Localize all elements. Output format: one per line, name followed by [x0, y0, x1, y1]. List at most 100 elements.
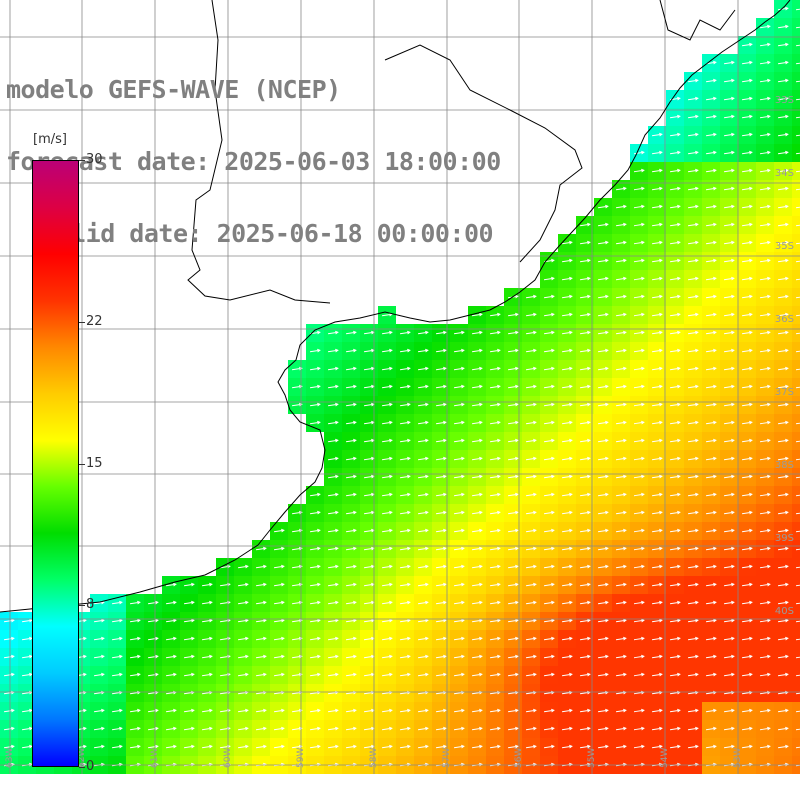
wind-arrow: [705, 618, 717, 623]
wind-arrow: [633, 654, 645, 659]
wind-arrow: [597, 726, 609, 731]
wind-arrow: [147, 654, 159, 659]
wind-arrow: [147, 672, 159, 677]
wind-arrow: [741, 330, 753, 335]
wind-arrow: [561, 294, 573, 299]
wind-arrow: [165, 618, 177, 623]
wind-arrow: [723, 528, 735, 533]
wind-arrow: [147, 600, 159, 605]
wind-arrow: [669, 618, 681, 623]
wind-arrow: [453, 366, 465, 371]
wind-cell: [792, 252, 800, 270]
wind-arrow: [777, 312, 789, 317]
wind-arrow: [777, 546, 789, 551]
wind-arrow: [399, 456, 411, 461]
wind-arrow: [795, 656, 800, 659]
wind-arrow: [651, 636, 663, 641]
wind-arrow: [687, 708, 699, 713]
wind-arrow: [615, 636, 627, 641]
wind-arrow: [543, 528, 555, 533]
wind-arrow: [795, 602, 800, 605]
wind-arrow: [669, 492, 681, 497]
wind-arrow: [795, 674, 800, 677]
wind-arrow: [759, 96, 771, 101]
wind-arrow: [309, 636, 321, 641]
wind-arrow: [129, 708, 141, 713]
wind-cell: [792, 270, 800, 288]
wind-arrow: [651, 438, 663, 443]
wind-arrow: [165, 600, 177, 605]
wind-arrow: [687, 78, 699, 83]
wind-cell: [792, 324, 800, 342]
wind-arrow: [597, 492, 609, 497]
wind-arrow: [291, 546, 303, 551]
wind-arrow: [291, 726, 303, 731]
wind-arrow: [795, 620, 800, 623]
wind-arrow: [615, 510, 627, 515]
wind-arrow: [651, 420, 663, 425]
wind-arrow: [327, 600, 339, 605]
wind-arrow: [759, 672, 771, 677]
wind-arrow: [795, 8, 800, 11]
wind-arrow: [93, 708, 105, 713]
wind-arrow: [237, 744, 249, 749]
wind-cell: [792, 216, 800, 234]
wind-arrow: [651, 600, 663, 605]
wind-arrow: [489, 528, 501, 533]
wind-arrow: [597, 222, 609, 227]
wind-arrow: [579, 564, 591, 569]
wind-arrow: [489, 582, 501, 587]
wind-arrow: [3, 744, 15, 749]
wind-arrow: [309, 402, 321, 407]
wind-arrow: [129, 672, 141, 677]
wind-arrow: [705, 168, 717, 173]
wind-cell: [792, 666, 800, 684]
wind-arrow: [633, 744, 645, 749]
wind-cell: [792, 234, 800, 252]
wind-arrow: [237, 618, 249, 623]
wind-arrow: [417, 528, 429, 533]
wind-arrow: [615, 420, 627, 425]
wind-arrow: [705, 114, 717, 119]
wind-arrow: [723, 60, 735, 65]
wind-arrow: [525, 654, 537, 659]
wind-arrow: [633, 708, 645, 713]
wind-arrow: [399, 708, 411, 713]
wind-arrow: [615, 402, 627, 407]
wind-arrow: [381, 330, 393, 335]
wind-arrow: [795, 260, 800, 263]
wind-arrow: [3, 654, 15, 659]
wind-arrow: [651, 294, 663, 299]
wind-arrow: [507, 708, 519, 713]
wind-arrow: [795, 224, 800, 227]
wind-arrow: [471, 528, 483, 533]
wind-arrow: [795, 332, 800, 335]
wind-arrow: [489, 546, 501, 551]
wind-arrow: [111, 672, 123, 677]
wind-arrow: [237, 708, 249, 713]
wind-arrow: [651, 744, 663, 749]
wind-arrow: [795, 440, 800, 443]
wind-arrow: [435, 456, 447, 461]
wind-arrow: [561, 384, 573, 389]
wind-arrow: [345, 546, 357, 551]
wind-arrow: [489, 402, 501, 407]
wind-arrow: [795, 368, 800, 371]
wind-arrow: [723, 204, 735, 209]
wind-arrow: [795, 152, 800, 155]
wind-arrow: [345, 528, 357, 533]
wind-field-svg: [0, 0, 800, 774]
wind-arrow: [723, 186, 735, 191]
wind-arrow: [579, 384, 591, 389]
wind-arrow: [687, 636, 699, 641]
wind-arrow: [183, 672, 195, 677]
wind-arrow: [165, 672, 177, 677]
wind-arrow: [579, 636, 591, 641]
wind-arrow: [255, 726, 267, 731]
wind-arrow: [561, 672, 573, 677]
wind-arrow: [543, 564, 555, 569]
wind-arrow: [309, 744, 321, 749]
wind-arrow: [183, 726, 195, 731]
wind-arrow: [651, 672, 663, 677]
wind-arrow: [741, 582, 753, 587]
